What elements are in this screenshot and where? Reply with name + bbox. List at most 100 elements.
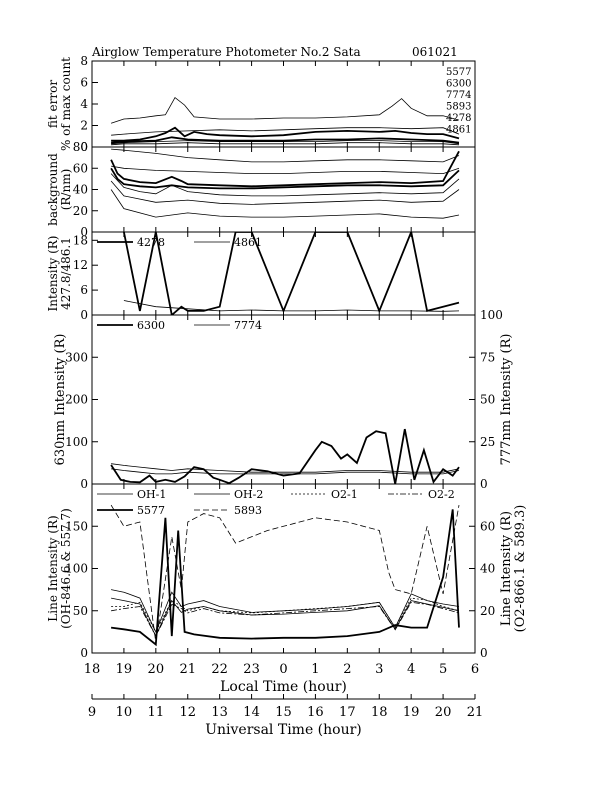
local-time-tick-label: 2 — [343, 662, 351, 677]
local-time-tick-label: 4 — [407, 662, 415, 677]
legend-entry: 4861 — [234, 236, 262, 249]
local-time-tick-label: 23 — [243, 662, 260, 677]
y-tick-label: 40 — [73, 183, 88, 197]
series-line-6300 — [110, 96, 460, 124]
y-tick-label: 12 — [73, 258, 88, 272]
series-group — [110, 504, 460, 647]
series-line-top — [111, 148, 460, 163]
local-time-tick-label: 1 — [311, 662, 319, 677]
y-tick-label: 50 — [73, 604, 88, 618]
series-line-4278 — [123, 232, 460, 315]
y-tick-label: 80 — [73, 140, 88, 154]
ut-tick-label: 14 — [243, 705, 260, 720]
y-right-axis-label: Line Intensity (R) — [499, 511, 514, 626]
y-tick-label: 200 — [65, 393, 88, 407]
local-time-tick-label: 3 — [375, 662, 383, 677]
ut-axis-label: Universal Time (hour) — [205, 722, 362, 738]
y-axis-label: (R/nm) — [59, 169, 73, 211]
series-line-7774 — [111, 127, 460, 136]
panel-background: 0 20 40 60 80 background (R/nm) — [46, 140, 476, 239]
chart-date: 061021 — [412, 45, 458, 59]
local-time-tick-label: 19 — [116, 662, 133, 677]
series-line-5893 — [110, 504, 460, 643]
y-tick-label: 20 — [73, 204, 88, 218]
legend-entry: 4861 — [446, 125, 471, 136]
local-time-tick-label: 5 — [439, 662, 447, 677]
y-axis-label: fit error — [46, 80, 60, 128]
y-tick-label: 8 — [80, 54, 88, 68]
series-line-7774 — [111, 463, 460, 473]
legend-entry: 5577 — [446, 67, 471, 78]
legend-entry: OH-1 — [137, 488, 166, 501]
y-tick-label: 4 — [80, 97, 88, 111]
series-line-5893 — [111, 136, 460, 144]
series-line-OH-1 — [111, 589, 460, 633]
y-tick-label: 6 — [80, 283, 88, 297]
ut-tick-label: 11 — [148, 705, 165, 720]
y-right-tick-label: 60 — [480, 519, 495, 533]
series-group — [110, 428, 460, 484]
ut-tick-label: 12 — [179, 705, 196, 720]
series-group — [110, 148, 460, 219]
panel-frame — [91, 146, 476, 233]
ut-tick-label: 19 — [403, 705, 420, 720]
y-right-axis-label: (O2-866.1 & 589.3) — [513, 505, 528, 633]
y-tick-label: 0 — [80, 308, 88, 322]
y-tick-label: 150 — [65, 519, 88, 533]
series-line-4861 — [111, 142, 460, 146]
y-right-tick-label: 50 — [480, 393, 495, 407]
local-time-axis-label: Local Time (hour) — [220, 679, 347, 695]
series-line-thick2 — [110, 167, 460, 190]
ut-tick-label: 13 — [211, 705, 228, 720]
y-axis-label: 427.8/486.1 — [59, 237, 73, 310]
series-line-low3 — [110, 189, 460, 219]
ut-tick-label: 9 — [88, 705, 96, 720]
y-axis-label: Intensity (R) — [46, 236, 60, 312]
series-line-mid — [111, 165, 460, 175]
ut-tick-label: 21 — [467, 705, 484, 720]
local-time-tick-label: 21 — [179, 662, 196, 677]
panel-blue-lines: 0 6 12 18 Intensity (R) 427.8/486.1 4278 4861 — [46, 231, 476, 322]
legend-entry: 7774 — [446, 90, 471, 101]
y-right-tick-label: 25 — [480, 435, 495, 449]
legend-entry: 5577 — [137, 504, 165, 517]
local-time-tick-label: 22 — [211, 662, 228, 677]
local-time-tick-label: 18 — [84, 662, 101, 677]
panel-frame — [91, 314, 476, 485]
y-tick-label: 60 — [73, 161, 88, 175]
y-right-tick-label: 100 — [480, 308, 503, 322]
y-right-tick-label: 0 — [480, 477, 488, 491]
ut-tick-label: 15 — [275, 705, 292, 720]
series-line-4278 — [111, 140, 460, 145]
legend-entry: O2-1 — [331, 488, 358, 501]
y-tick-label: 100 — [65, 562, 88, 576]
series-line-thick1 — [110, 150, 460, 188]
y-right-tick-label: 0 — [480, 646, 488, 660]
legend-entry: O2-2 — [428, 488, 455, 501]
y-tick-label: 300 — [65, 350, 88, 364]
panel-fit-error: 0 2 4 6 8 fit error% of max count 557763007774… — [46, 54, 476, 154]
series-line-5577 — [111, 126, 460, 142]
ut-tick-label: 16 — [307, 705, 324, 720]
legend-entry: 5893 — [446, 102, 471, 113]
ut-tick-label: 20 — [435, 705, 452, 720]
y-tick-label: 18 — [73, 233, 88, 247]
y-right-tick-label: 40 — [480, 562, 495, 576]
legend-entry: 6300 — [446, 79, 471, 90]
y-right-tick-label: 20 — [480, 604, 495, 618]
ut-tick-label: 10 — [116, 705, 133, 720]
local-time-tick-label: 0 — [279, 662, 287, 677]
y-axis-label: background — [46, 153, 60, 226]
series-group — [110, 96, 460, 146]
legend-entry: 4278 — [446, 113, 471, 124]
series-line-4861 — [123, 300, 460, 312]
legend-entry: 5893 — [234, 504, 262, 517]
series-line-5577 — [110, 509, 460, 647]
ut-tick-label: 18 — [371, 705, 388, 720]
y-tick-label: 0 — [80, 646, 88, 660]
y-axis-label: % of max count — [59, 57, 73, 151]
